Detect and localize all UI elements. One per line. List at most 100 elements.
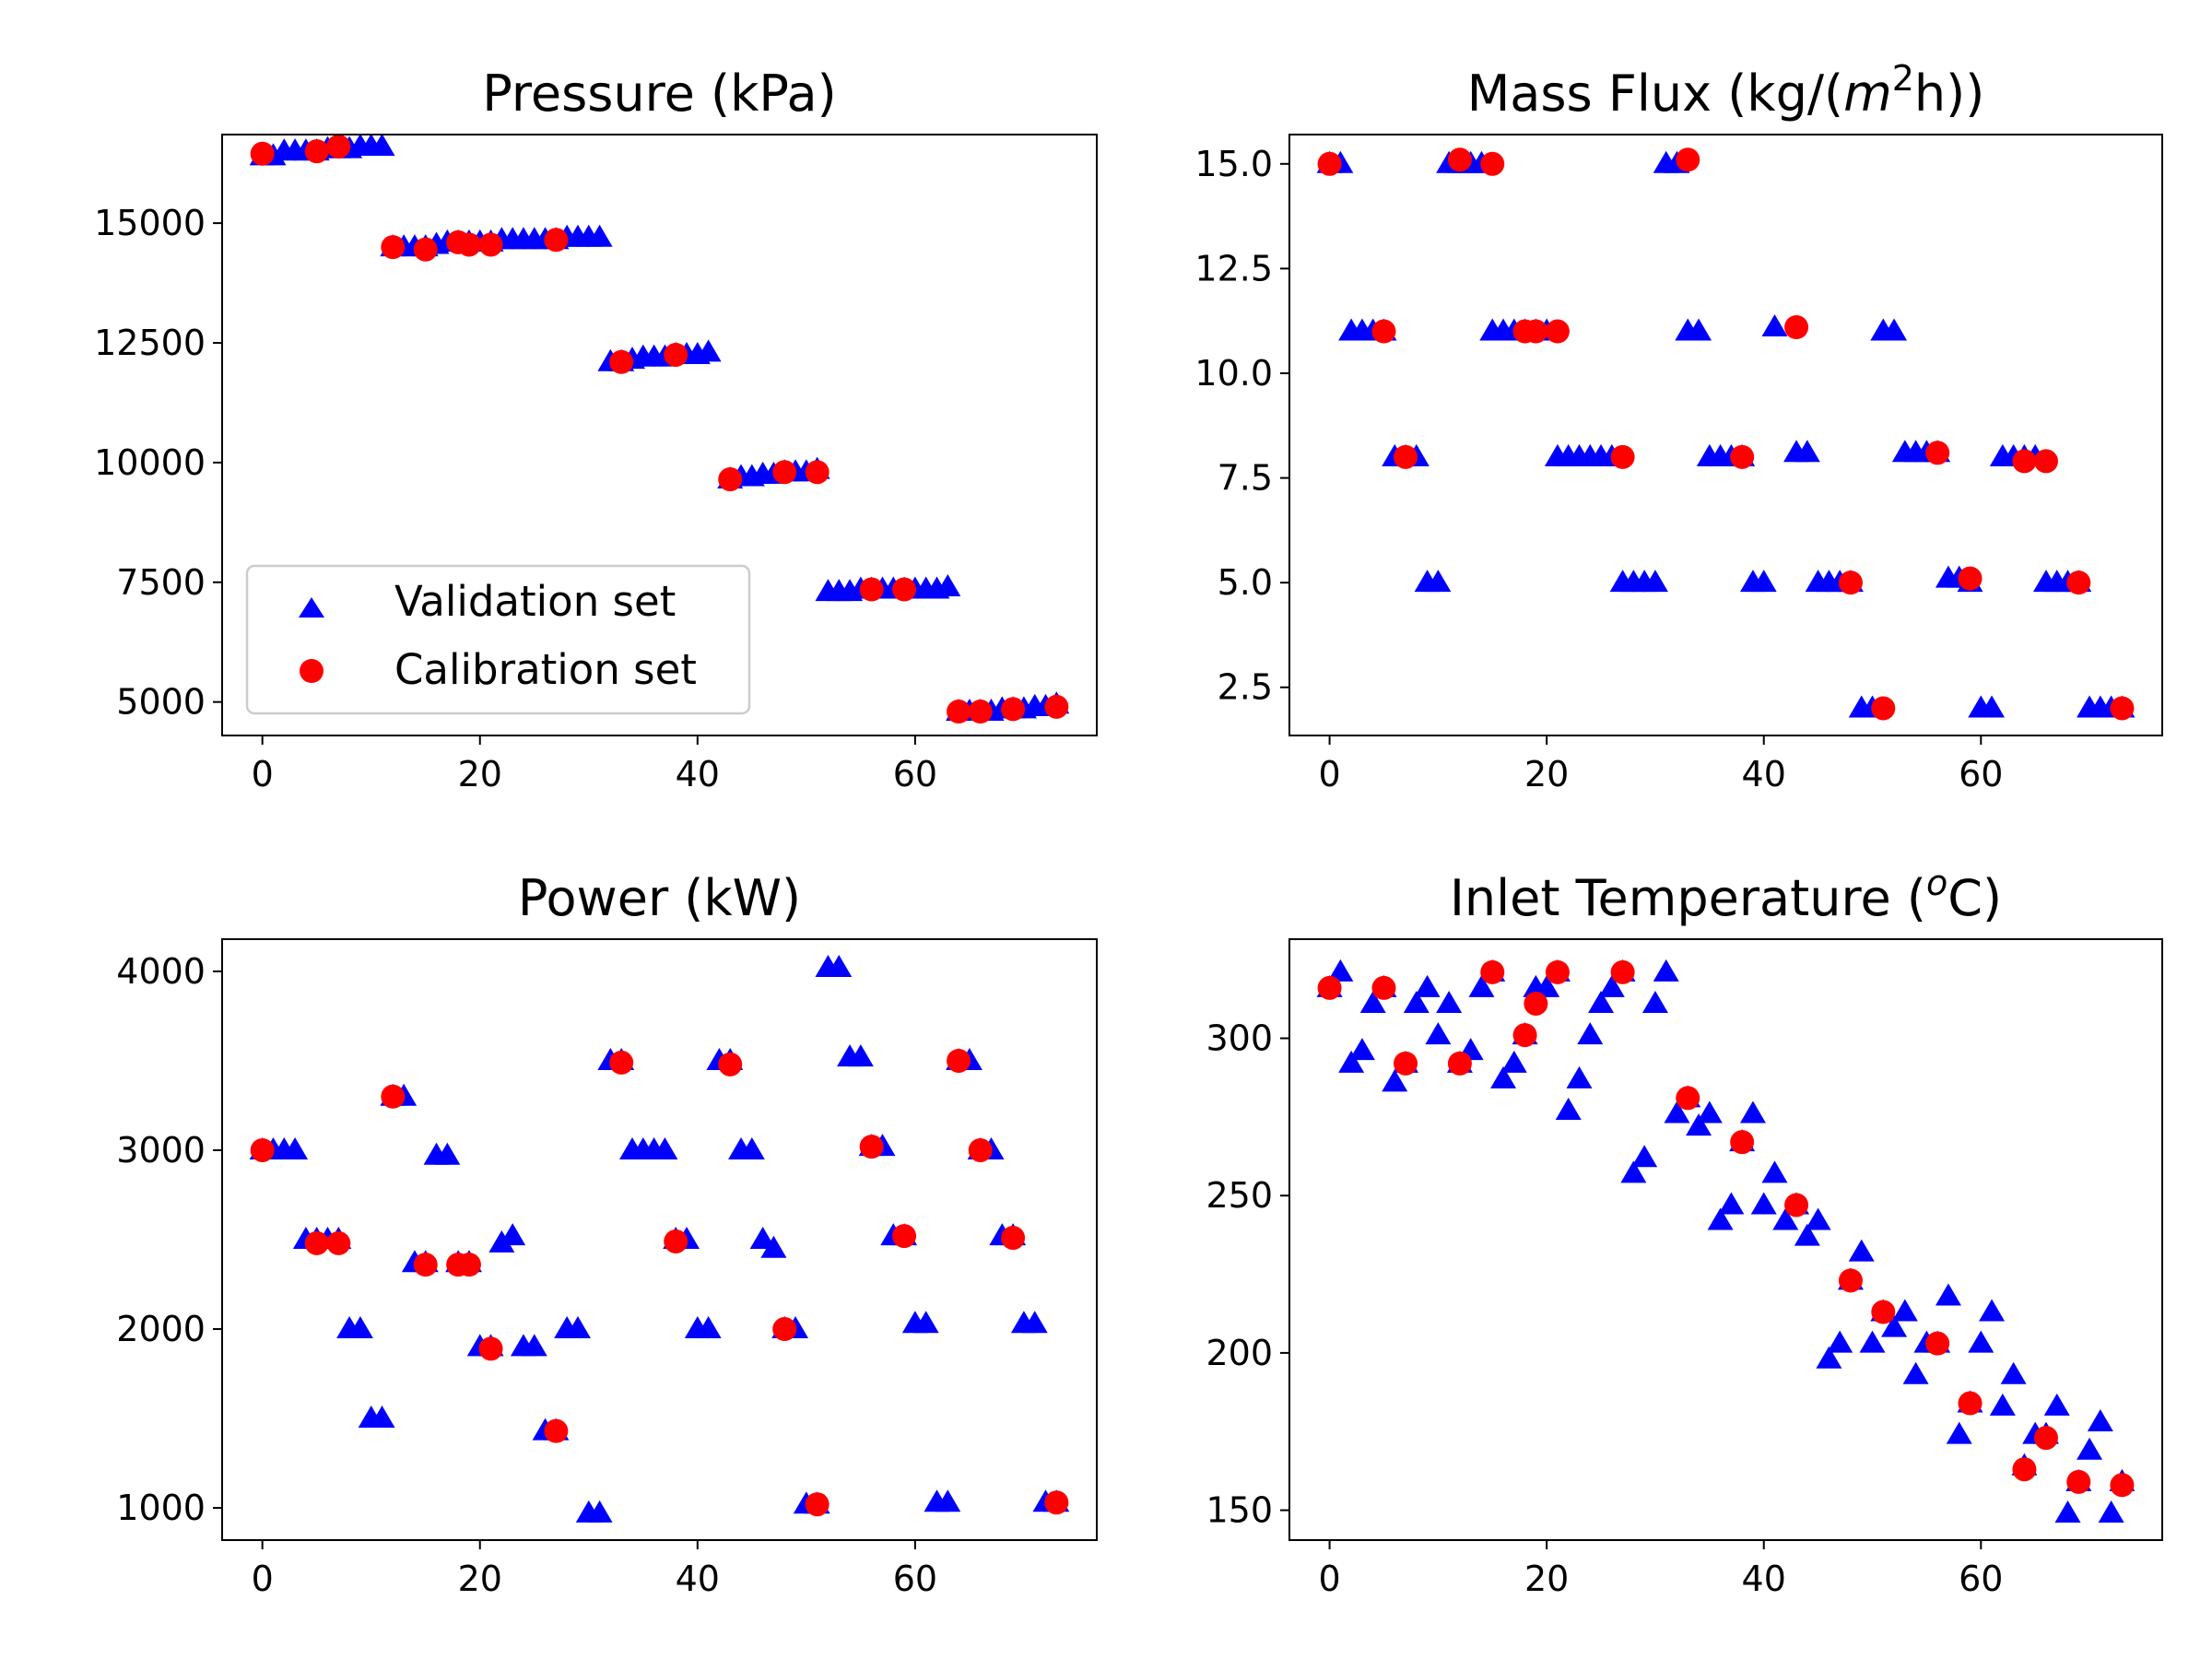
- chart-title-part: Power (kW): [518, 869, 801, 927]
- chart-title: Power (kW): [518, 869, 801, 927]
- calibration-point: [772, 1317, 797, 1342]
- calibration-point: [456, 1253, 481, 1277]
- calibration-point: [250, 141, 275, 166]
- validation-point: [1403, 990, 1430, 1013]
- validation-point: [1794, 1223, 1820, 1246]
- legend: Validation set Calibration set: [245, 564, 751, 715]
- y-tick-label: 2.5: [1218, 667, 1273, 708]
- axes-frame: [1288, 134, 2163, 736]
- calibration-point: [1480, 959, 1505, 984]
- y-tick-label: 250: [1206, 1175, 1273, 1216]
- calibration-point: [1730, 1130, 1755, 1155]
- chart-title-part: Mass Flux (kg/(: [1467, 65, 1843, 123]
- calibration-point: [805, 1492, 830, 1517]
- calibration-point: [1480, 151, 1505, 176]
- validation-point: [1696, 1100, 1723, 1124]
- calibration-point: [544, 1418, 569, 1443]
- validation-point: [1641, 990, 1668, 1013]
- x-tick-label: 60: [1959, 1559, 2003, 1599]
- validation-point: [2087, 1408, 2113, 1431]
- validation-point: [2098, 1500, 2124, 1523]
- validation-point: [1718, 1192, 1745, 1215]
- calibration-point: [2033, 449, 2058, 474]
- calibration-point: [1925, 441, 1950, 465]
- x-tick-label: 60: [1959, 754, 2003, 794]
- calibration-point: [250, 1137, 275, 1162]
- calibration-point: [1676, 1086, 1700, 1111]
- chart-title-part: C): [1947, 869, 2002, 927]
- validation-point: [488, 1230, 515, 1253]
- y-tick-label: 300: [1206, 1018, 1273, 1059]
- x-tick-label: 0: [252, 1559, 274, 1599]
- validation-point: [738, 1136, 765, 1159]
- validation-point: [282, 1136, 309, 1159]
- validation-point: [1577, 1022, 1604, 1045]
- calibration-point: [2012, 1457, 2037, 1482]
- calibration-point: [1676, 147, 1700, 172]
- validation-point: [1468, 974, 1495, 997]
- validation-point: [935, 1489, 961, 1512]
- validation-point: [826, 955, 853, 978]
- calibration-point: [413, 1253, 438, 1277]
- y-tick-label: 15000: [94, 203, 206, 243]
- calibration-point: [1545, 959, 1570, 984]
- legend-triangle-marker: [299, 597, 324, 618]
- validation-point: [1881, 1314, 1908, 1337]
- validation-point: [1707, 1207, 1734, 1230]
- calibration-point: [381, 1084, 406, 1109]
- calibration-point: [1610, 444, 1635, 469]
- calibration-point: [1394, 1051, 1418, 1076]
- chart-mass-flux: Mass Flux (kg/(m2h)) 0 20 40 60 2.5 5.0 7.5 10.0…: [1194, 58, 2163, 794]
- validation-point: [1359, 990, 1386, 1013]
- legend-label-calibration: Calibration set: [394, 645, 697, 694]
- subplots: Pressure (kPa)0 20 40 605000750010000125001…: [94, 58, 2163, 1599]
- validation-point: [1989, 1393, 2016, 1416]
- calibration-point: [1317, 151, 1342, 176]
- x-tick-label: 20: [1524, 754, 1569, 794]
- calibration-point: [859, 1135, 884, 1159]
- calibration-point: [381, 235, 406, 260]
- calibration-point: [947, 700, 971, 724]
- validation-point: [1794, 440, 1820, 463]
- calibration-point: [1871, 696, 1896, 721]
- validation-point: [500, 1223, 526, 1246]
- validation-point: [1750, 570, 1777, 593]
- validation-point: [2054, 1500, 2081, 1523]
- chart-title: Inlet Temperature (oC): [1450, 863, 2002, 927]
- x-tick-label: 40: [1742, 754, 1786, 794]
- y-tick-label: 4000: [116, 951, 206, 992]
- validation-point: [652, 1136, 678, 1159]
- y-tick-label: 1000: [116, 1488, 206, 1528]
- calibration-point: [1784, 1193, 1809, 1218]
- chart-power: Power (kW) 0 20 40 60 1000 2000 3000 4000: [116, 869, 1098, 1599]
- validation-point: [2043, 1393, 2070, 1416]
- calibration-point: [1925, 1331, 1950, 1356]
- validation-point: [1859, 1330, 1886, 1353]
- y-tick-label: 10.0: [1194, 353, 1273, 394]
- calibration-point: [1001, 1226, 1026, 1251]
- x-tick-label: 40: [676, 1559, 720, 1599]
- validation-point: [586, 224, 613, 247]
- axes-frame: [221, 134, 1098, 736]
- validation-point: [1686, 1113, 1712, 1136]
- series-calibration: [1317, 147, 2135, 721]
- calibration-point: [2110, 696, 2135, 721]
- calibration-point: [456, 232, 481, 257]
- validation-point: [521, 1334, 547, 1357]
- legend-circle-marker: [300, 659, 324, 683]
- calibration-point: [1958, 566, 1983, 591]
- validation-point: [935, 573, 961, 596]
- calibration-point: [892, 577, 917, 602]
- x-tick-label: 20: [458, 754, 502, 794]
- chart-pressure: Pressure (kPa) 0 20 40 60 5000 7500 10000 12500 1…: [94, 65, 1098, 794]
- validation-point: [1588, 990, 1615, 1013]
- validation-point: [1021, 1311, 1048, 1334]
- calibration-point: [2110, 1473, 2135, 1498]
- chart-inlet-temperature: Inlet Temperature (oC) 0 20 40 60 150 200 250 30…: [1206, 863, 2163, 1599]
- chart-title: Mass Flux (kg/(m2h)): [1467, 58, 1985, 123]
- calibration-point: [968, 1137, 993, 1162]
- validation-point: [1816, 1346, 1842, 1369]
- validation-point: [2000, 1361, 2027, 1384]
- validation-point: [1772, 1207, 1799, 1230]
- calibration-point: [1512, 1023, 1537, 1048]
